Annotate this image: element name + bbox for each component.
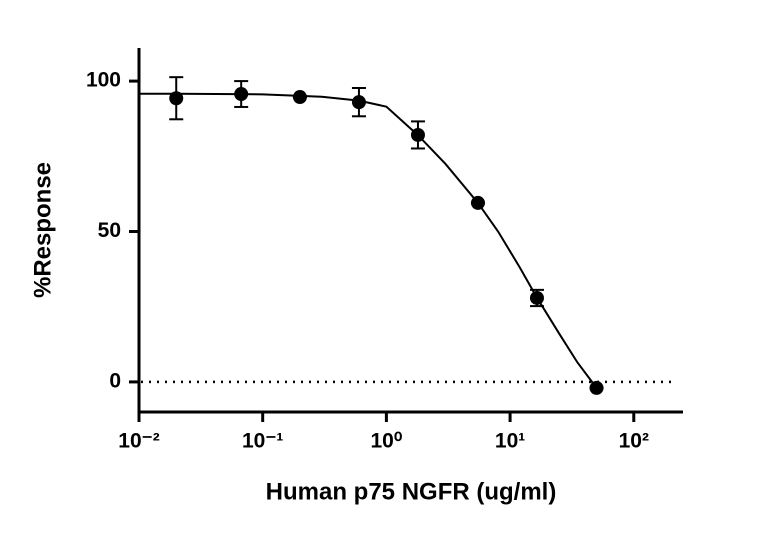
y-tick-label: 50	[98, 219, 121, 242]
x-axis-label: Human p75 NGFR (ug/ml)	[266, 478, 557, 505]
x-tick-label: 10⁻²	[118, 430, 159, 453]
data-point	[410, 127, 425, 142]
x-tick-label: 10²	[619, 430, 649, 453]
data-point	[470, 195, 485, 210]
x-tick-label: 10⁰	[370, 430, 402, 453]
x-tick-label: 10¹	[495, 430, 525, 453]
y-tick-label: 0	[109, 369, 121, 392]
y-tick-label: 100	[86, 69, 121, 92]
data-point	[169, 91, 184, 106]
fit-curve	[139, 92, 598, 389]
data-point	[292, 90, 307, 105]
data-point	[529, 290, 544, 305]
data-point	[234, 87, 249, 102]
y-axis-label: %Response	[29, 162, 56, 298]
data-point	[589, 380, 604, 395]
x-tick-label: 10⁻¹	[242, 430, 283, 453]
data-point	[351, 95, 366, 110]
